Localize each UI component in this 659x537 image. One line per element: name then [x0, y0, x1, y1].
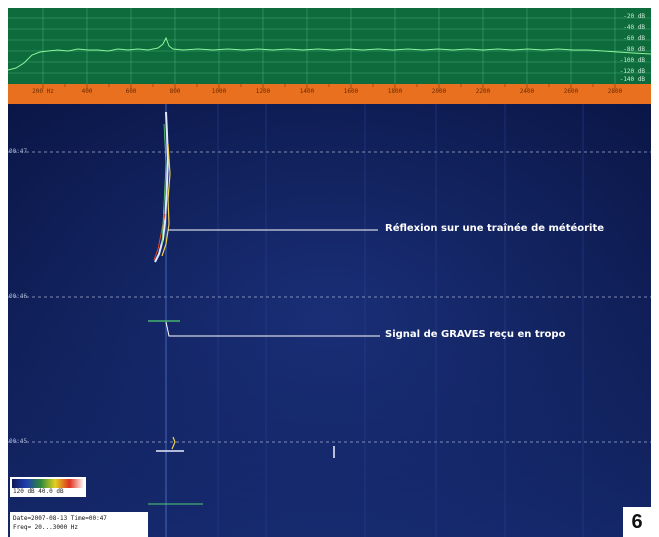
spectrum-panel: -20 dB -40 dB -60 dB -80 dB -100 dB -120… — [8, 8, 651, 84]
db-label: -140 dB — [619, 76, 645, 83]
second-echo — [156, 436, 184, 452]
color-scale-range: 120 dB 40.0 dB — [13, 488, 64, 495]
ruler-tick-label: 2600 — [563, 88, 579, 95]
ruler-tick-label: 2200 — [475, 88, 491, 95]
figure-number: 6 — [623, 507, 651, 537]
meteor-trace — [153, 111, 171, 263]
ruler-ticks — [42, 84, 616, 89]
ruler-tick-label: 600 — [125, 88, 137, 95]
ruler-tick-label: 200 Hz — [32, 88, 54, 95]
spectrum-grid — [8, 8, 651, 84]
ruler-tick-label: 1600 — [343, 88, 359, 95]
info-box: Date=2007-08-13 Time=00:47 Freq= 20...30… — [10, 512, 148, 537]
tropo-annotation: Signal de GRAVES reçu en tropo — [385, 329, 566, 340]
db-label: -60 dB — [623, 35, 645, 42]
db-label: -20 dB — [623, 13, 645, 20]
waterfall-image — [8, 104, 651, 537]
spectrum-trace — [8, 36, 651, 71]
spectrogram-frame: -20 dB -40 dB -60 dB -80 dB -100 dB -120… — [8, 8, 651, 537]
time-label: 00:46 — [9, 293, 28, 300]
color-scale-legend: 120 dB 40.0 dB — [10, 477, 86, 497]
color-scale-bar — [12, 479, 84, 488]
ruler-tick-label: 2000 — [431, 88, 447, 95]
waterfall-panel: 00:47 00:46 00:45 Réflexion sur une traî… — [8, 104, 651, 537]
time-label: 00:45 — [9, 438, 28, 445]
ruler-tick-label: 800 — [169, 88, 181, 95]
ruler-tick-label: 1400 — [299, 88, 315, 95]
ruler-tick-label: 2800 — [607, 88, 623, 95]
ruler-tick-label: 1800 — [387, 88, 403, 95]
meteor-annotation: Réflexion sur une traînée de météorite — [385, 223, 605, 234]
db-label: -40 dB — [623, 24, 645, 31]
ruler-tick-label: 1000 — [211, 88, 227, 95]
ruler-tick-label: 2400 — [519, 88, 535, 95]
db-label: -80 dB — [623, 46, 645, 53]
frequency-range-line: Freq= 20...3000 Hz — [13, 524, 79, 531]
date-time-line: Date=2007-08-13 Time=00:47 — [13, 515, 107, 522]
ruler-tick-label: 1200 — [255, 88, 271, 95]
db-label: -120 dB — [619, 68, 645, 75]
db-label: -100 dB — [619, 57, 645, 64]
time-label: 00:47 — [9, 148, 28, 155]
frequency-ruler: 200 Hz 400 600 800 1000 1200 1400 1600 1… — [8, 84, 651, 104]
ruler-tick-label: 400 — [81, 88, 93, 95]
